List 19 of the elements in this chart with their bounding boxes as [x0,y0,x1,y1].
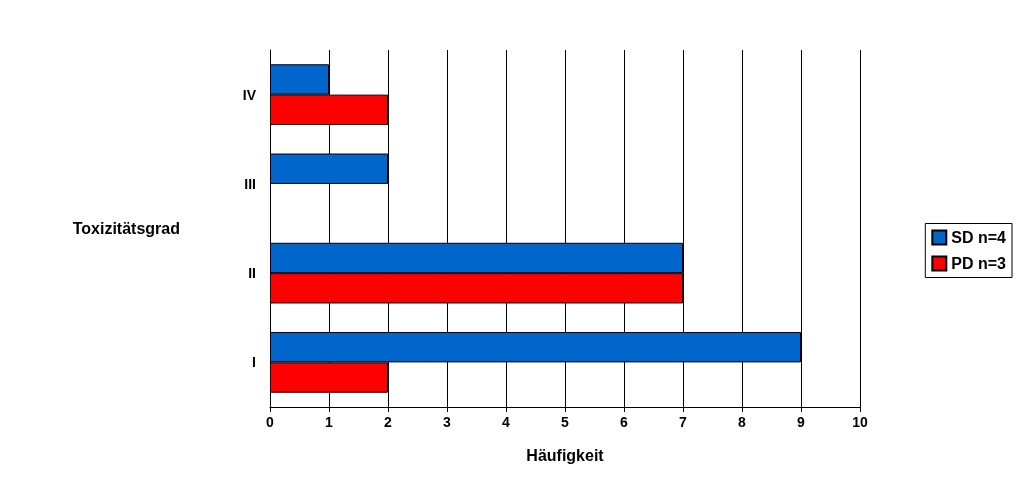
x-tick-label: 2 [384,414,393,430]
y-tick-label: III [244,175,256,192]
y-tick-label: II [248,265,256,282]
x-tick-label: 1 [325,414,334,430]
y-tick-label: IV [242,86,257,103]
x-tick-label: 3 [443,414,452,430]
y-tick-label: I [252,354,256,371]
x-tick-label: 8 [738,414,747,430]
x-tick-label: 6 [620,414,629,430]
x-tick-label: 0 [266,414,275,430]
x-axis-title: Häufigkeit [526,446,605,464]
x-tick-label: 4 [502,414,511,430]
x-tick-label: 7 [679,414,688,430]
x-tick-label: 10 [852,414,868,430]
x-tick-label: 9 [797,414,806,430]
legend-label: PD n=3 [951,255,1007,272]
x-tick-label: 5 [561,414,570,430]
y-axis-title: Toxizitätsgrad [72,220,180,237]
legend-label: SD n=4 [951,229,1007,246]
